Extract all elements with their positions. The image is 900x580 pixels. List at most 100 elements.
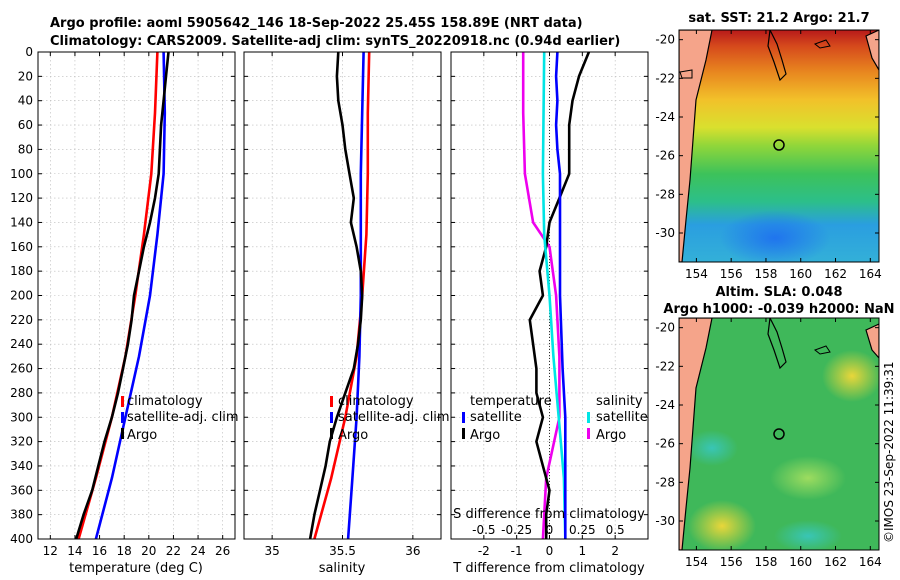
x-tick-label: -2 <box>478 544 490 558</box>
sla-map-frame <box>678 317 880 551</box>
map-y-tick-label: -26 <box>655 437 675 451</box>
legend-label-temp-argo: Argo <box>470 428 500 443</box>
y-tick-label: 160 <box>10 240 33 254</box>
y-tick-label: 380 <box>10 508 33 522</box>
sst-reef-b <box>679 69 693 79</box>
map-y-tick-label: -28 <box>655 187 675 201</box>
map-y-tick-label: -22 <box>655 359 675 373</box>
x-tick-label: 16 <box>92 544 107 558</box>
salinity-xlabel: salinity <box>319 561 366 576</box>
legend-swatch-sal-satellite <box>587 412 590 423</box>
x-tick-label: 24 <box>190 544 205 558</box>
y-tick-label: 360 <box>10 483 33 497</box>
map-y-tick-label: -30 <box>655 514 675 528</box>
s-difference-title: S difference from climatology <box>453 507 645 522</box>
y-tick-label: 180 <box>10 264 33 278</box>
salinity-profile-panel: 35 35.5 36 <box>243 51 442 558</box>
series-group <box>308 52 371 539</box>
sst-float-marker <box>773 139 785 151</box>
legend-swatch-argo <box>330 428 333 439</box>
legend-label-satellite-adj: satellite-adj. clim <box>127 410 239 425</box>
legend-swatch-satellite-adj <box>330 412 333 423</box>
sla-land-west <box>679 318 713 550</box>
y-tick-label: 200 <box>10 289 33 303</box>
sla-map-ticks: 154 156 158 160 162 164 -20 -22 -24 -26 -28 -30 <box>655 318 882 569</box>
map-x-tick-label: 164 <box>859 267 882 281</box>
map-y-tick-label: -22 <box>655 71 675 85</box>
y-tick-label: 120 <box>10 191 33 205</box>
y-tick-label: 300 <box>10 410 33 424</box>
series-satellite-adj-clim <box>94 52 167 539</box>
legend-label-satellite-adj: satellite-adj. clim <box>338 410 450 425</box>
map-x-tick-label: 160 <box>789 555 812 569</box>
s-tick-label: -0.25 <box>501 523 532 537</box>
sst-land-west <box>679 30 713 262</box>
plot-frame <box>37 51 236 540</box>
map-x-tick-label: 158 <box>755 555 778 569</box>
sla-low-west <box>686 430 738 466</box>
series-group <box>521 52 591 539</box>
y-tick-label: 260 <box>10 362 33 376</box>
legend-label-temp-satellite: satellite <box>470 410 522 425</box>
sla-reef-a <box>813 345 831 355</box>
sla-high-center <box>770 456 846 500</box>
series-argo <box>308 52 364 539</box>
temperature-legend: climatology satellite-adj. clim Argo <box>121 394 239 443</box>
x-tick-label: 12 <box>43 544 58 558</box>
legend-label-sal-satellite: satellite <box>596 410 648 425</box>
legend-swatch-climatology <box>330 396 333 407</box>
map-x-tick-label: 156 <box>720 555 743 569</box>
sla-island-east <box>865 323 879 359</box>
map-x-tick-label: 164 <box>859 555 882 569</box>
x-tick-label: 20 <box>141 544 156 558</box>
map-x-tick-label: 154 <box>685 267 708 281</box>
legend-label-argo: Argo <box>127 428 157 443</box>
sst-cool-patch <box>720 210 830 262</box>
sla-island-ridge <box>767 318 787 370</box>
map-y-tick-label: -20 <box>655 321 675 335</box>
map-x-tick-label: 154 <box>685 555 708 569</box>
x-tick-label: -1 <box>511 544 523 558</box>
legend-swatch-climatology <box>121 396 124 407</box>
sst-island-ridge <box>767 30 787 82</box>
x-tick-label: 35 <box>265 544 280 558</box>
legend-swatch-temp-satellite <box>462 412 465 423</box>
y-tick-label: 100 <box>10 167 33 181</box>
y-tick-label: 340 <box>10 459 33 473</box>
map-y-tick-label: -24 <box>655 398 675 412</box>
sla-map-title-line2: Argo h1000: -0.039 h2000: NaN <box>663 302 894 317</box>
sla-float-marker <box>773 428 785 440</box>
sst-map-title: sat. SST: 21.2 Argo: 21.7 <box>688 11 869 26</box>
sst-reef-a <box>813 39 831 49</box>
sla-low-south <box>774 520 842 550</box>
legend-label-climatology: climatology <box>127 394 203 409</box>
y-tick-label: 40 <box>18 94 33 108</box>
y-tick-label: 280 <box>10 386 33 400</box>
legend-swatch-sal-argo <box>587 428 590 439</box>
y-tick-label: 0 <box>25 45 33 59</box>
x-tick-label: 26 <box>215 544 230 558</box>
series-temperature-satellite <box>521 52 561 539</box>
figure-title-line1: Argo profile: aoml 5905642_146 18-Sep-20… <box>50 16 583 31</box>
sla-high-north <box>822 350 879 402</box>
sst-map-ticks: 154 156 158 160 162 164 -20 -22 -24 -26 -28 -30 <box>655 30 882 281</box>
legend-swatch-argo <box>121 428 124 439</box>
difference-profile-panel: -2 -1 0 1 2-0.5 -0.25 0 0.25 0.5 <box>450 51 649 558</box>
plot-frame <box>450 51 649 540</box>
x-tick-label: 35.5 <box>329 544 356 558</box>
series-group <box>74 52 170 539</box>
sla-map <box>679 318 879 550</box>
difference-legend-salinity: salinity satellite Argo <box>587 394 648 443</box>
difference-legend-temperature: temperature satellite Argo <box>462 394 552 443</box>
x-tick-label: 2 <box>611 544 619 558</box>
legend-label-climatology: climatology <box>338 394 414 409</box>
y-tick-label: 140 <box>10 215 33 229</box>
map-y-tick-label: -30 <box>655 226 675 240</box>
x-tick-label: 18 <box>117 544 132 558</box>
map-x-tick-label: 156 <box>720 267 743 281</box>
map-y-tick-label: -24 <box>655 110 675 124</box>
sst-map <box>679 30 879 262</box>
x-tick-label: 14 <box>67 544 82 558</box>
s-tick-label: -0.5 <box>472 523 495 537</box>
